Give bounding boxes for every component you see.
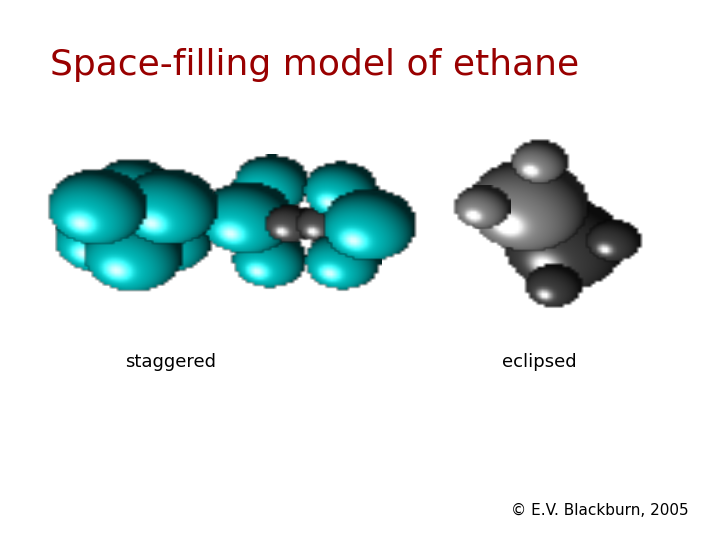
Text: © E.V. Blackburn, 2005: © E.V. Blackburn, 2005 [511,503,688,518]
Text: eclipsed: eclipsed [502,353,577,371]
Text: Space-filling model of ethane: Space-filling model of ethane [50,48,579,82]
Text: staggered: staggered [125,353,216,371]
